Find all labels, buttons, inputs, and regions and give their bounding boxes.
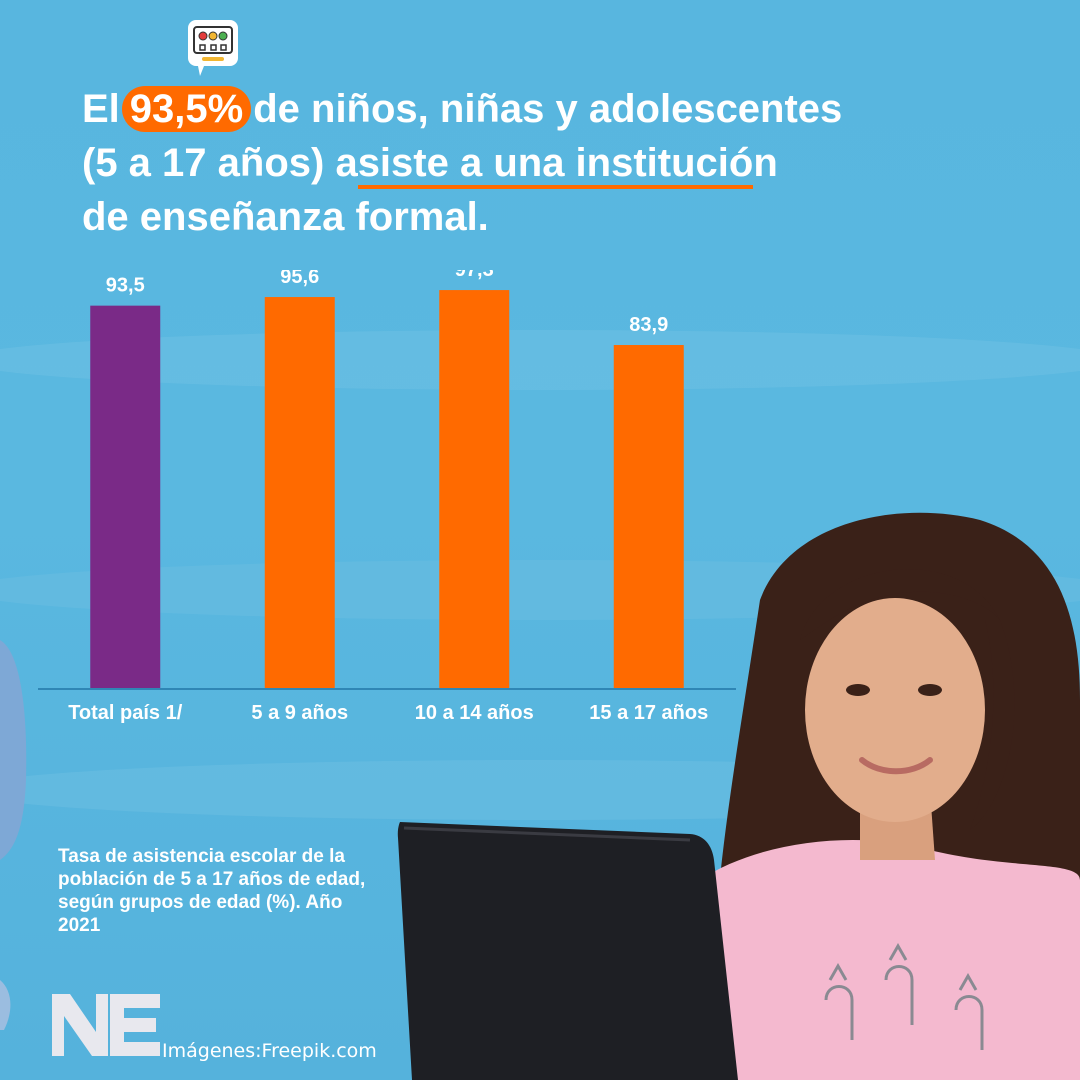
chart-caption: Tasa de asistencia escolar de la poblaci… (58, 846, 366, 936)
rating-board-icon (188, 20, 238, 76)
background-wave (0, 760, 1080, 820)
headline-line-2-plain: (5 a 17 años) a (82, 141, 358, 185)
ne-logo-icon (52, 994, 160, 1056)
background-wave (0, 330, 1080, 390)
headline-line-2-tail: n (753, 141, 778, 185)
bar-3 (439, 290, 510, 689)
bar-4 (613, 345, 684, 689)
headline-line-3: de enseñanza formal. (82, 195, 489, 239)
headline-highlight-percentage: 93,5% (121, 86, 252, 132)
bar-2 (264, 297, 335, 689)
attendance-bar-chart: 93,5 Total país 1/95,6 5 a 9 años 97,3 10 a … (38, 270, 736, 724)
headline-underlined-phrase: siste a una institució (357, 141, 754, 189)
category-tick-label: Total país 1/ (68, 702, 183, 724)
bar-value-label: 95,6 (280, 270, 319, 288)
headline-prefix: El (82, 87, 120, 131)
category-tick-label: 10 a 14 años (415, 702, 534, 724)
headline-rest: de niños, niñas y adolescentes (253, 87, 843, 131)
headline-line-2: (5 a 17 años) asiste a una institución (82, 136, 1042, 190)
headline-line-1: El 93,5% de niños, niñas y adolescentes (82, 82, 1042, 136)
category-tick-label: 15 a 17 años (589, 702, 708, 724)
image-credit: Imágenes:Freepik.com (162, 1040, 377, 1062)
category-tick-label: 5 a 9 años (251, 702, 348, 724)
headline: El 93,5% de niños, niñas y adolescentes (5… (82, 82, 1042, 244)
bar-1 (90, 305, 161, 689)
bar-value-label: 97,3 (455, 270, 494, 281)
bar-value-label: 83,9 (629, 314, 668, 336)
bar-value-label: 93,5 (106, 275, 145, 297)
